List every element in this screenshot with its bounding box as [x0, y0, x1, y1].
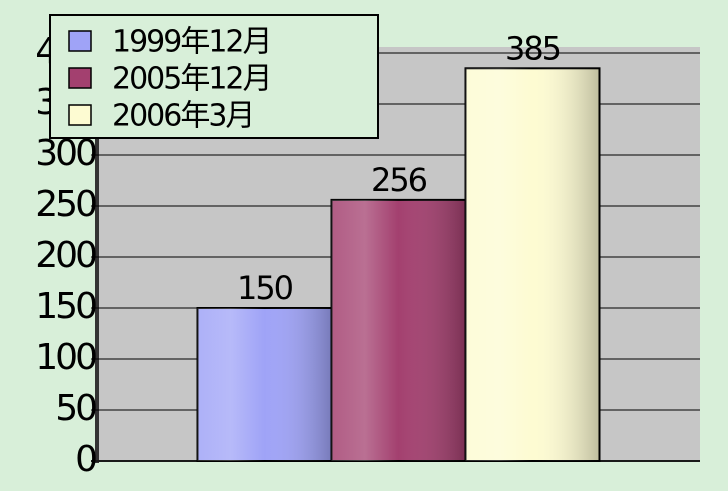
y-tick-label: 0: [75, 439, 96, 480]
legend-label: 1999年12月: [112, 25, 271, 60]
y-tick-label: 250: [35, 184, 96, 225]
legend-swatch: [68, 104, 92, 126]
legend-box: [49, 14, 379, 139]
bar-shading: [197, 308, 332, 461]
y-tick-label: 300: [35, 133, 96, 174]
legend-label: 2006年3月: [112, 99, 253, 134]
legend-swatch: [68, 67, 92, 89]
data-label: 256: [371, 161, 427, 199]
legend-label: 2005年12月: [112, 62, 271, 97]
y-tick-label: 150: [35, 286, 96, 327]
plot-area: 050100150200250300350400150256385: [35, 29, 700, 480]
data-label: 150: [237, 269, 293, 307]
y-tick-label: 200: [35, 235, 96, 276]
y-tick-label: 50: [55, 388, 96, 429]
legend-swatch: [68, 30, 92, 52]
data-label: 385: [505, 29, 560, 67]
bar-shading: [331, 199, 466, 461]
y-tick-label: 100: [35, 337, 96, 378]
bar-shading: [465, 68, 600, 462]
